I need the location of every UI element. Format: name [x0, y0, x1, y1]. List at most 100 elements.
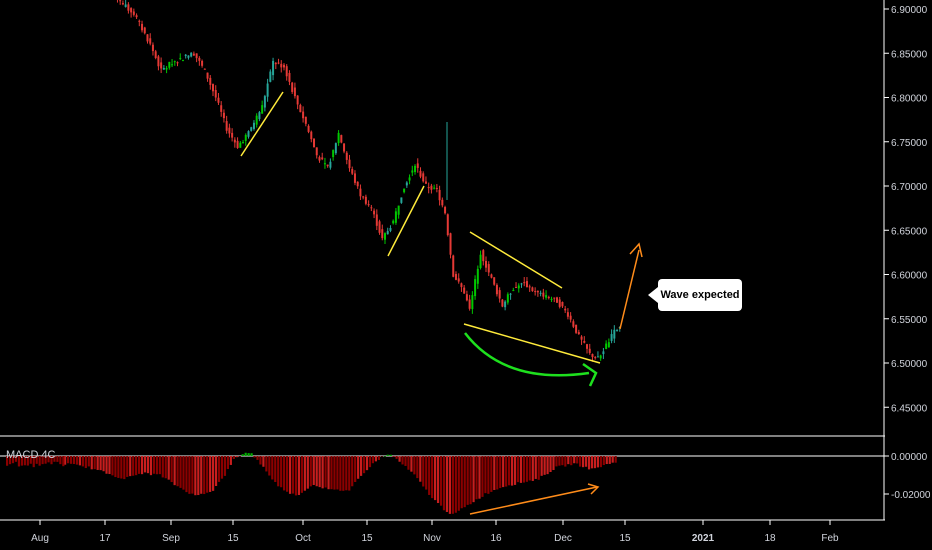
macd-bar: [605, 456, 608, 465]
macd-bar: [155, 456, 158, 475]
macd-bar: [348, 456, 351, 491]
macd-bar: [531, 456, 534, 481]
macd-bar: [206, 456, 209, 493]
macd-bar: [29, 456, 32, 464]
candle-body: [506, 294, 509, 303]
candle-body: [274, 62, 277, 65]
macd-bar: [327, 456, 330, 490]
macd-bar: [235, 456, 238, 458]
candle-body: [206, 72, 209, 79]
candle-body: [353, 173, 356, 183]
candle-body: [454, 274, 457, 280]
candle-body: [313, 138, 316, 148]
candle-body: [157, 56, 160, 67]
candle-body: [269, 71, 272, 82]
macd-bar: [410, 456, 413, 472]
macd-bar: [481, 456, 484, 497]
macd-bar: [445, 456, 449, 512]
macd-bar: [132, 456, 135, 476]
macd-bar: [398, 456, 401, 462]
macd-bar: [217, 456, 221, 482]
macd-bar: [23, 456, 26, 466]
macd-bar: [543, 456, 546, 475]
candle-body: [446, 214, 449, 236]
candle-body: [586, 344, 589, 349]
macd-bar: [17, 456, 21, 467]
candle-body: [558, 299, 561, 307]
candle-body: [304, 116, 307, 124]
candle-body: [255, 115, 258, 125]
macd-bar: [362, 456, 366, 474]
candle-body: [146, 34, 149, 42]
candle-body: [121, 3, 124, 5]
macd-bar: [454, 456, 457, 513]
macd-bar: [513, 456, 517, 485]
macd-bar: [300, 456, 303, 493]
macd-bar: [105, 456, 108, 474]
macd-bar: [351, 456, 354, 487]
candle-body: [362, 196, 365, 198]
price-tick-label: 6.60000: [891, 271, 928, 282]
candle-body: [214, 90, 217, 98]
macd-bar: [472, 456, 475, 503]
candle-body: [616, 330, 619, 332]
candle-body: [326, 164, 329, 167]
macd-bar: [200, 456, 203, 494]
macd-bar: [26, 456, 29, 466]
macd-bar: [41, 456, 44, 465]
macd-bar: [354, 456, 357, 482]
macd-bar: [333, 456, 336, 490]
candle-body: [602, 351, 605, 355]
price-tick-label: 6.65000: [891, 226, 928, 237]
macd-bar: [602, 456, 605, 466]
macd-bar: [309, 456, 312, 487]
macd-bar: [342, 456, 345, 491]
candle-body: [430, 185, 433, 190]
candle-body: [337, 132, 340, 144]
candle-body: [575, 324, 578, 333]
candle-body: [588, 348, 591, 353]
macd-tick-label: 0.00000: [891, 452, 928, 463]
rounding-bottom-arrowhead: [582, 362, 598, 387]
macd-bar: [146, 456, 150, 474]
candle-body: [509, 293, 512, 295]
candle-body: [487, 264, 490, 273]
macd-bar: [38, 456, 41, 466]
macd-bar: [149, 456, 153, 476]
macd-bar: [102, 456, 105, 472]
candle-body: [187, 55, 190, 58]
macd-bar: [123, 456, 126, 480]
candle-body: [154, 51, 157, 58]
macd-bar: [114, 456, 117, 478]
macd-bar: [244, 452, 247, 456]
macd-bar: [280, 456, 283, 488]
candle-body: [184, 54, 187, 56]
candle-body: [173, 61, 176, 63]
candle-body: [364, 196, 367, 204]
candle-body: [520, 283, 523, 285]
candle-body: [433, 187, 436, 189]
candle-body: [613, 329, 616, 339]
macd-bar: [197, 456, 200, 496]
price-tick-label: 6.50000: [891, 359, 928, 370]
macd-bar: [484, 456, 487, 494]
candle-body: [547, 297, 550, 299]
time-tick-label: Feb: [821, 533, 839, 544]
macd-bar: [84, 456, 87, 469]
macd-bar: [508, 456, 511, 486]
macd-bar: [176, 456, 179, 487]
macd-bar: [436, 456, 440, 504]
macd-bar: [555, 456, 558, 467]
macd-bar: [126, 456, 129, 477]
macd-bar: [164, 456, 167, 479]
macd-bar: [561, 456, 564, 466]
candle-body: [143, 27, 146, 34]
macd-bar: [32, 456, 35, 468]
macd-bar: [8, 456, 12, 465]
price-axis: 6.90000 6.85000 6.80000 6.75000 6.70000 6.650…: [884, 5, 928, 414]
macd-bar: [608, 456, 611, 464]
macd-bar: [185, 456, 188, 493]
candle-body: [504, 301, 507, 308]
macd-bar: [422, 456, 425, 487]
